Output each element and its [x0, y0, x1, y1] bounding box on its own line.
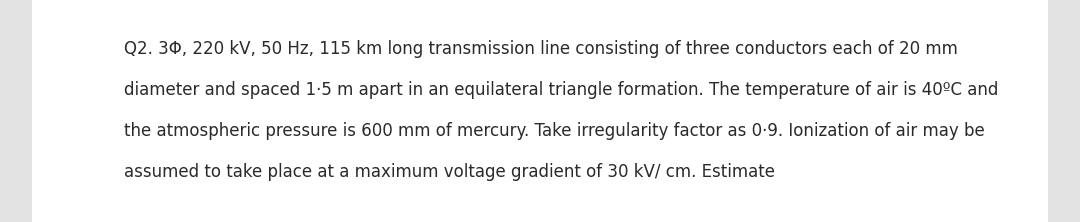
Text: Q2. 3Φ, 220 kV, 50 Hz, 115 km long transmission line consisting of three conduct: Q2. 3Φ, 220 kV, 50 Hz, 115 km long trans…: [124, 40, 958, 58]
Text: assumed to take place at a maximum voltage gradient of 30 kV/ cm. Estimate: assumed to take place at a maximum volta…: [124, 163, 775, 181]
Text: diameter and spaced 1·5 m apart in an equilateral triangle formation. The temper: diameter and spaced 1·5 m apart in an eq…: [124, 81, 999, 99]
Text: the atmospheric pressure is 600 mm of mercury. Take irregularity factor as 0·9. : the atmospheric pressure is 600 mm of me…: [124, 122, 985, 140]
